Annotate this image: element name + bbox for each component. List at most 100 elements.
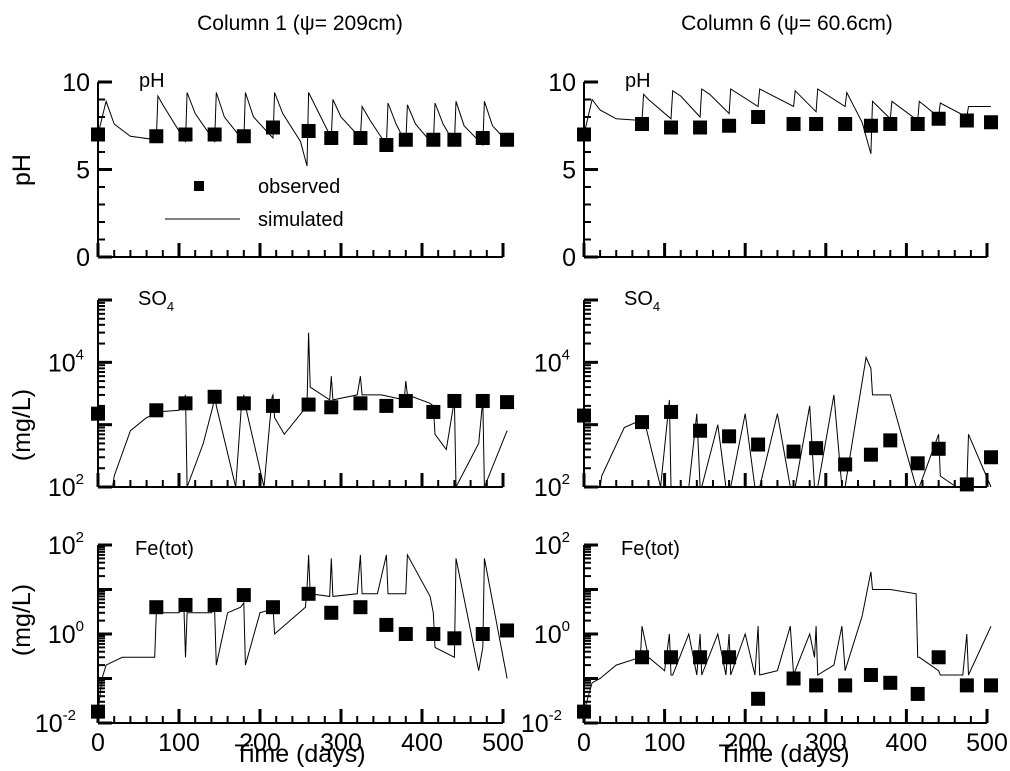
panel-so4-col2: 102 104 — [534, 298, 999, 502]
observed-point — [265, 398, 280, 413]
observed-point — [379, 138, 394, 152]
observed-point — [664, 120, 679, 135]
panel-label-fe-col6: Fe(tot) — [621, 538, 680, 560]
x-tick-label: 500 — [966, 729, 1008, 757]
panel-ph-col1: 0 5 10 — [62, 69, 515, 272]
observed-point — [863, 118, 878, 133]
observed-point — [149, 403, 164, 418]
observed-point — [577, 127, 591, 142]
observed-point — [693, 650, 708, 665]
observed-point — [883, 433, 898, 448]
observed-point — [838, 457, 853, 472]
observed-point — [398, 132, 413, 147]
panel-label-ph-col6: pH — [625, 70, 651, 92]
observed-point — [426, 627, 441, 641]
y-tick-label: 0 — [562, 244, 576, 272]
observed-point — [207, 389, 222, 404]
observed-point — [838, 678, 853, 693]
observed-point — [265, 120, 280, 135]
observed-point — [786, 117, 801, 131]
observed-point — [838, 117, 853, 131]
observed-point — [751, 691, 766, 706]
observed-point — [863, 667, 878, 682]
x-axis-title-col1: Time (days) — [234, 740, 365, 768]
column-6-title: Column 6 (ψ= 60.6cm) — [681, 12, 893, 35]
column-1-title: Column 1 (ψ= 209cm) — [197, 12, 403, 35]
observed-point — [751, 437, 766, 452]
observed-point — [178, 396, 193, 411]
observed-point — [863, 447, 878, 462]
observed-point — [693, 423, 708, 438]
observed-point — [398, 627, 413, 641]
observed-point — [447, 631, 462, 646]
observed-point — [786, 671, 801, 686]
x-tick-label: 300 — [320, 729, 362, 757]
observed-point — [265, 600, 280, 615]
simulated-series-line — [97, 553, 508, 712]
observed-point — [91, 704, 105, 719]
panel-ph-col2: 0 5 10 — [548, 69, 999, 272]
observed-point — [809, 117, 824, 131]
y-tick-label: 10 — [548, 69, 576, 97]
observed-point — [910, 456, 925, 471]
panel-label-so4-col1: SO4 — [138, 288, 174, 314]
observed-point — [635, 117, 650, 131]
observed-point — [353, 396, 368, 411]
observed-point — [664, 650, 679, 665]
observed-point — [722, 650, 737, 665]
observed-point — [236, 129, 251, 144]
y-tick-label: 10-2 — [521, 707, 562, 738]
fe-axis-title: (mg/L) — [8, 584, 36, 656]
legend-simulated-label: simulated — [258, 209, 344, 231]
panel-label-ph-col1: pH — [139, 70, 165, 92]
observed-point — [236, 396, 251, 411]
observed-point — [910, 686, 925, 701]
observed-point — [353, 600, 368, 615]
y-tick-label: 100 — [534, 618, 570, 649]
observed-point — [959, 113, 974, 128]
observed-point — [577, 704, 591, 719]
observed-point — [931, 111, 946, 126]
ph-axis-title: pH — [8, 154, 36, 186]
legend-observed-marker — [194, 181, 204, 191]
observed-point — [398, 393, 413, 408]
observed-point — [959, 678, 974, 693]
y-tick-label: 0 — [76, 244, 90, 272]
observed-point — [693, 120, 708, 135]
x-tick-label: 0 — [577, 729, 591, 757]
observed-point — [883, 675, 898, 690]
y-tick-label: 102 — [534, 471, 570, 502]
observed-point — [984, 115, 999, 130]
simulated-series-line — [583, 571, 992, 712]
y-tick-label: 10-2 — [35, 707, 76, 738]
observed-point — [475, 393, 490, 408]
x-tick-label: 400 — [886, 729, 928, 757]
observed-point — [447, 132, 462, 147]
simulated-series-line — [583, 88, 991, 154]
observed-point — [207, 127, 222, 142]
observed-point — [475, 627, 490, 641]
x-tick-label: 200 — [724, 729, 766, 757]
observed-point — [959, 477, 974, 492]
panel-so4-col1: 102 104 — [48, 298, 515, 502]
panel-label-fe-col1: Fe(tot) — [135, 538, 194, 560]
y-tick-label: 5 — [562, 157, 576, 185]
observed-point — [722, 429, 737, 444]
y-tick-label: 5 — [76, 157, 90, 185]
observed-point — [426, 404, 441, 419]
observed-point — [324, 605, 339, 620]
x-tick-label: 400 — [401, 729, 443, 757]
y-tick-label: 102 — [48, 471, 84, 502]
observed-point — [178, 597, 193, 612]
observed-point — [931, 650, 946, 665]
observed-point — [236, 588, 251, 603]
observed-point — [635, 415, 650, 430]
x-tick-label: 0 — [91, 729, 105, 757]
x-tick-label: 200 — [239, 729, 281, 757]
panel-fe-col2: 0 100 200 300 400 500 10-2 100 102 — [521, 529, 1008, 757]
observed-point — [664, 404, 679, 419]
observed-point — [809, 678, 824, 693]
observed-point — [500, 395, 515, 410]
y-tick-label: 104 — [48, 346, 84, 377]
